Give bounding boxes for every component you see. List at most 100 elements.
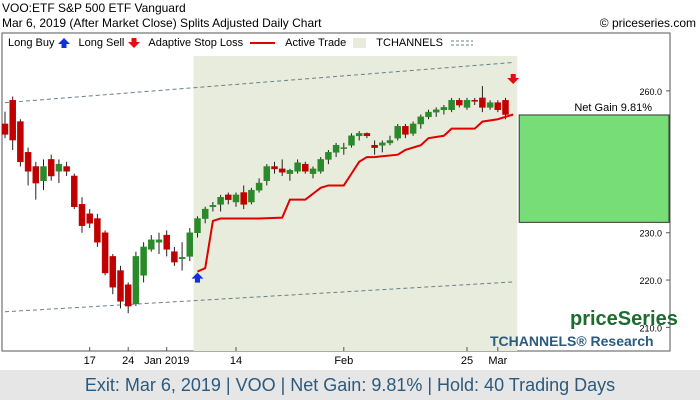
net-gain-label: Net Gain 9.81% [574,102,652,114]
candle-body [217,197,224,205]
candle-body [171,251,178,263]
candle-body [463,100,471,108]
candle-body [148,239,155,250]
candle-body [425,111,432,118]
legend-tchannels: TCHANNELS [376,37,477,49]
legend-adaptive-stop: Adaptive Stop Loss [148,37,277,49]
candle-body [132,256,140,304]
candle-body [394,126,401,139]
copyright-label: © priceseries.com [599,16,696,30]
candle-body [379,142,386,146]
candle-body [40,166,47,181]
candle-body [78,204,86,226]
adaptive-stop-loss-line [197,113,514,273]
x-tick-label: Jan 2019 [144,355,189,367]
candle-body [294,162,301,172]
candle-body [348,135,355,146]
x-tick-label: 24 [122,355,134,367]
chart-subtitle: Mar 6, 2019 (After Market Close) Splits … [2,16,322,30]
buy-signal-arrow-icon [191,272,204,283]
candlesticks [1,86,509,314]
tchannel-lower-line [4,281,514,313]
dashed-line-icon [450,40,473,46]
chart-legend: Long Buy Long Sell Adaptive Stop Loss Ac… [2,33,670,53]
candle-body [371,144,378,148]
candle-body [271,166,278,170]
candle-body [55,163,63,172]
candle-body [225,194,232,200]
candle-body [101,232,109,274]
candle-body [201,208,209,219]
candle-body [325,152,332,160]
chart-title: VOO:ETF S&P 500 ETF Vanguard [2,1,186,15]
candle-body [232,194,240,203]
x-tick-label: Mar [488,355,507,367]
candle-body [178,257,186,260]
legend-long-sell-label: Long Sell [78,37,125,49]
active-trade-shading [193,56,518,351]
candle-body [1,123,9,135]
candle-body [117,270,124,302]
tchannels-research-label: TCHANNELS® Research [490,333,654,349]
legend-active-trade: Active Trade [285,37,368,49]
candle-body [263,166,271,181]
x-tick-label: 25 [461,355,473,367]
red-line-icon [250,42,276,44]
x-tick-label: 14 [230,355,242,367]
legend-tchannels-label: TCHANNELS [376,37,443,49]
x-axis: 17 24 Jan 2019 14 Feb 25 Mar [84,347,508,367]
candle-body [409,123,417,134]
legend-active-trade-label: Active Trade [285,37,347,49]
x-tick-label: Feb [334,355,353,367]
priceseries-logo: priceSeries [570,308,678,330]
candle-body [440,107,448,111]
y-tick-label: 220.0 [639,276,662,286]
candle-body [17,121,24,163]
candle-body [240,192,247,205]
legend-long-sell: Long Sell [78,37,141,49]
candle-body [479,97,486,108]
sell-signal-arrow-icon [507,74,520,85]
candle-body [163,234,170,250]
candle-body [140,246,147,276]
legend-long-buy: Long Buy [8,37,71,49]
candle-body [494,102,502,111]
candle-body [286,170,294,174]
candle-body [386,140,394,144]
candle-body [402,126,409,135]
candle-body [255,182,263,191]
candle-body [248,189,255,203]
candle-body [94,218,101,243]
candle-body [278,168,286,173]
tchannel-upper-line [4,61,514,104]
x-tick-label: 17 [84,355,96,367]
candle-body [309,168,317,174]
candle-body [47,159,55,177]
candle-body [9,100,16,141]
candle-body [71,175,78,207]
candle-body [471,100,478,102]
candle-body [194,218,201,233]
candle-body [363,133,371,137]
shaded-box-icon [353,38,367,48]
candle-body [124,284,132,307]
candle-body [302,163,309,172]
candle-body [32,166,40,184]
candle-body [456,100,463,106]
candle-body [63,166,70,172]
candle-body [209,205,217,207]
candle-body [486,102,494,108]
candle-body [448,100,455,111]
y-tick-label: 260.0 [639,87,662,97]
candle-body [332,144,340,153]
candle-body [417,116,425,125]
trade-summary-footer: Exit: Mar 6, 2019 | VOO | Net Gain: 9.81… [0,370,700,400]
candle-body [109,256,117,288]
red-down-arrow-icon [128,38,141,48]
legend-adaptive-stop-label: Adaptive Stop Loss [148,37,244,49]
y-tick-label: 210.0 [639,323,662,333]
candle-body [355,133,363,137]
candle-body [24,152,32,172]
y-tick-label: 230.0 [639,229,662,239]
